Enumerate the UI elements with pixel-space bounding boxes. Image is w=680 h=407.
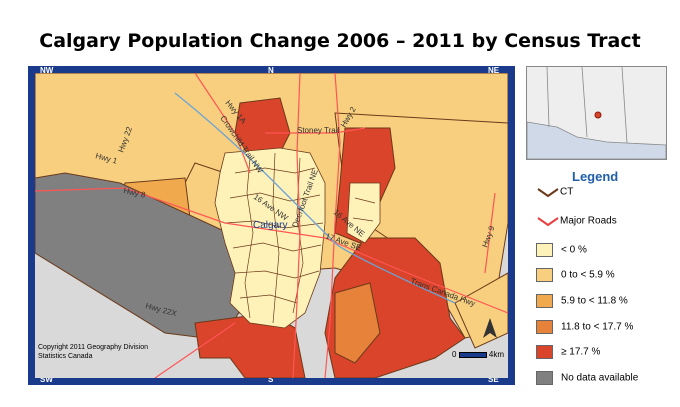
legend-swatch: [536, 294, 553, 308]
calgary-location-marker: [594, 111, 602, 119]
legend-label: No data available: [561, 372, 639, 384]
legend-item-4: 5.9 to < 11.8 %: [536, 294, 628, 308]
scale-bar-graphic: [458, 351, 487, 358]
legend-label: < 0 %: [561, 244, 587, 256]
legend-line-icon: [537, 188, 559, 198]
inset-borders: [546, 67, 628, 144]
road-label-3: Stoney Trail: [297, 126, 339, 135]
compass-sw: SW: [40, 375, 53, 384]
legend-swatch: [536, 268, 553, 282]
legend-title: Legend: [572, 169, 619, 184]
river: [174, 92, 456, 304]
scale-end: 4km: [488, 350, 505, 359]
inset-canvas: [527, 67, 666, 159]
legend-item-1: Major Roads: [536, 215, 617, 227]
copyright-line-1: Copyright 2011 Geography Division: [38, 344, 148, 351]
compass-n: N: [268, 66, 274, 75]
compass-se: SE: [488, 375, 499, 384]
compass-nw: NW: [40, 66, 54, 75]
legend-label: 0 to < 5.9 %: [561, 269, 615, 281]
legend-label: 5.9 to < 11.8 %: [561, 295, 628, 307]
north-arrow-icon: [483, 318, 497, 338]
legend-swatch: [536, 320, 553, 334]
copyright-line-2: Statistics Canada: [38, 353, 93, 360]
map-title: Calgary Population Change 2006 – 2011 by…: [39, 30, 641, 52]
major-roads: [35, 73, 508, 378]
legend-item-6: ≥ 17.7 %: [536, 345, 600, 359]
legend-item-0: CT: [536, 186, 573, 198]
legend-label: ≥ 17.7 %: [561, 346, 601, 358]
legend-swatch: [536, 345, 553, 359]
legend-swatch: [536, 371, 553, 385]
copyright-text: Copyright 2011 Geography Division Statis…: [38, 343, 188, 361]
city-label: Calgary: [253, 220, 287, 231]
legend-item-2: < 0 %: [536, 243, 587, 257]
map-canvas: Hwy 1A Crowchild Trail NW Stoney Trail H…: [35, 73, 508, 378]
legend-label: Major Roads: [560, 215, 617, 227]
scale-bar: 0 4km: [452, 350, 504, 359]
legend-item-7: No data available: [536, 371, 638, 385]
tract-far-east: [454, 272, 508, 349]
tract-southeast-mid: [334, 282, 381, 364]
legend-label: CT: [560, 186, 574, 198]
legend-label: 11.8 to < 17.7 %: [561, 321, 634, 333]
main-map[interactable]: NW N NE SW S SE: [28, 66, 515, 385]
legend-swatch: [536, 243, 553, 257]
scale-start: 0: [452, 350, 457, 359]
legend-line-icon: [537, 217, 559, 227]
legend-item-3: 0 to < 5.9 %: [536, 268, 615, 282]
legend-item-5: 11.8 to < 17.7 %: [536, 320, 633, 334]
inset-region: [527, 121, 666, 159]
inset-map[interactable]: [526, 66, 667, 160]
compass-s: S: [268, 375, 274, 384]
compass-ne: NE: [488, 66, 500, 75]
